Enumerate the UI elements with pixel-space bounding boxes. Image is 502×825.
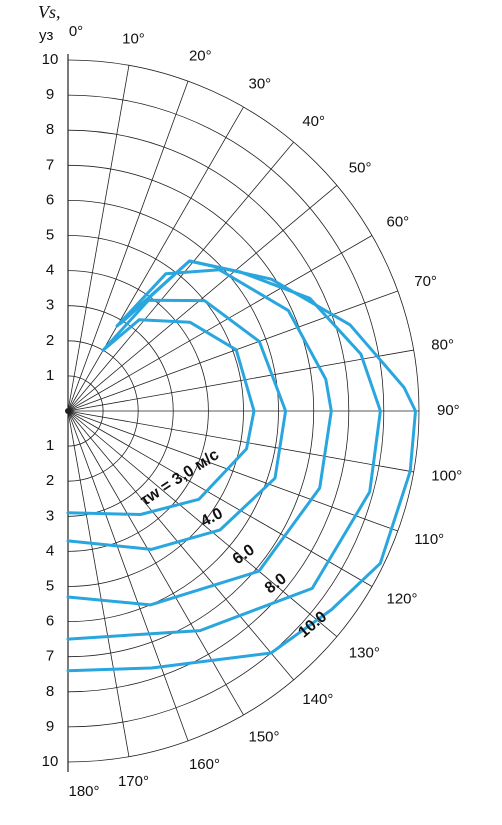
curve-label: 6.0 [230, 541, 258, 568]
grid-spoke [67, 410, 244, 716]
grid-spoke [67, 290, 398, 412]
speed-curve [66, 259, 417, 673]
r-tick-label: 7 [46, 156, 54, 173]
r-tick-label: 9 [46, 86, 54, 103]
grid-spoke [67, 410, 130, 757]
speed-curve [66, 298, 288, 551]
theta-tick-label: 120° [386, 590, 417, 607]
curve-label: τw = 3,0 м/с [138, 446, 223, 509]
theta-tick-label: 80° [431, 337, 454, 354]
r-tick-label: 7 [46, 648, 54, 665]
grid-spoke [67, 185, 338, 412]
grid-spoke [67, 410, 338, 637]
grid-spoke [67, 410, 414, 473]
theta-tick-label: 110° [414, 531, 444, 548]
theta-tick-label: 70° [414, 273, 437, 290]
r-tick-label: 10 [42, 51, 59, 68]
r-tick-label: 5 [46, 226, 54, 243]
speed-curve [66, 268, 333, 607]
theta-tick-label: 20° [189, 48, 212, 65]
theta-tick-label: 40° [302, 113, 325, 130]
theta-tick-label: 30° [249, 75, 272, 92]
center [65, 408, 71, 414]
r-tick-label: 4 [46, 262, 54, 279]
r-tick-label: 8 [46, 683, 54, 700]
theta-tick-label: 60° [386, 213, 409, 230]
r-tick-label: 6 [46, 613, 54, 630]
r-tick-label: 6 [46, 191, 54, 208]
r-tick-label: 2 [46, 472, 54, 489]
r-tick-label: 9 [46, 718, 54, 735]
r-tick-label: 5 [46, 577, 54, 594]
theta-tick-label: 130° [349, 644, 380, 661]
r-tick-label: 2 [46, 332, 54, 349]
grid-spoke [67, 235, 373, 412]
r-tick-label: 4 [46, 542, 54, 559]
r-tick-label: 1 [46, 367, 54, 384]
r-tick-label: 1 [46, 437, 54, 454]
y-unit: уз [39, 27, 54, 44]
theta-tick-label: 170° [118, 773, 149, 790]
theta-tick-label: 0° [69, 23, 83, 40]
theta-tick-label: 150° [249, 728, 280, 745]
grid-spoke [67, 410, 294, 681]
speed-curve [66, 318, 256, 516]
grid-spoke [67, 81, 189, 412]
theta-tick-label: 160° [189, 756, 220, 773]
y-label: Vs, [38, 2, 61, 22]
grid-spoke [67, 349, 414, 412]
grid-spoke [67, 141, 294, 412]
grid-spoke [67, 410, 373, 587]
grid-spoke [67, 65, 130, 412]
r-tick-label: 3 [46, 507, 54, 524]
r-tick-label: 3 [46, 297, 54, 314]
grid-spoke [67, 410, 398, 532]
theta-tick-label: 10° [122, 31, 145, 48]
theta-tick-label: 50° [349, 160, 372, 177]
grid-spoke [67, 410, 189, 741]
r-tick-label: 8 [46, 121, 54, 138]
r-tick-label: 10 [42, 753, 59, 770]
theta-tick-label: 90° [437, 402, 460, 419]
theta-tick-label: 140° [302, 691, 333, 708]
grid-spoke [67, 106, 244, 412]
theta-tick-label: 180° [68, 783, 99, 800]
theta-tick-label: 100° [431, 467, 462, 484]
